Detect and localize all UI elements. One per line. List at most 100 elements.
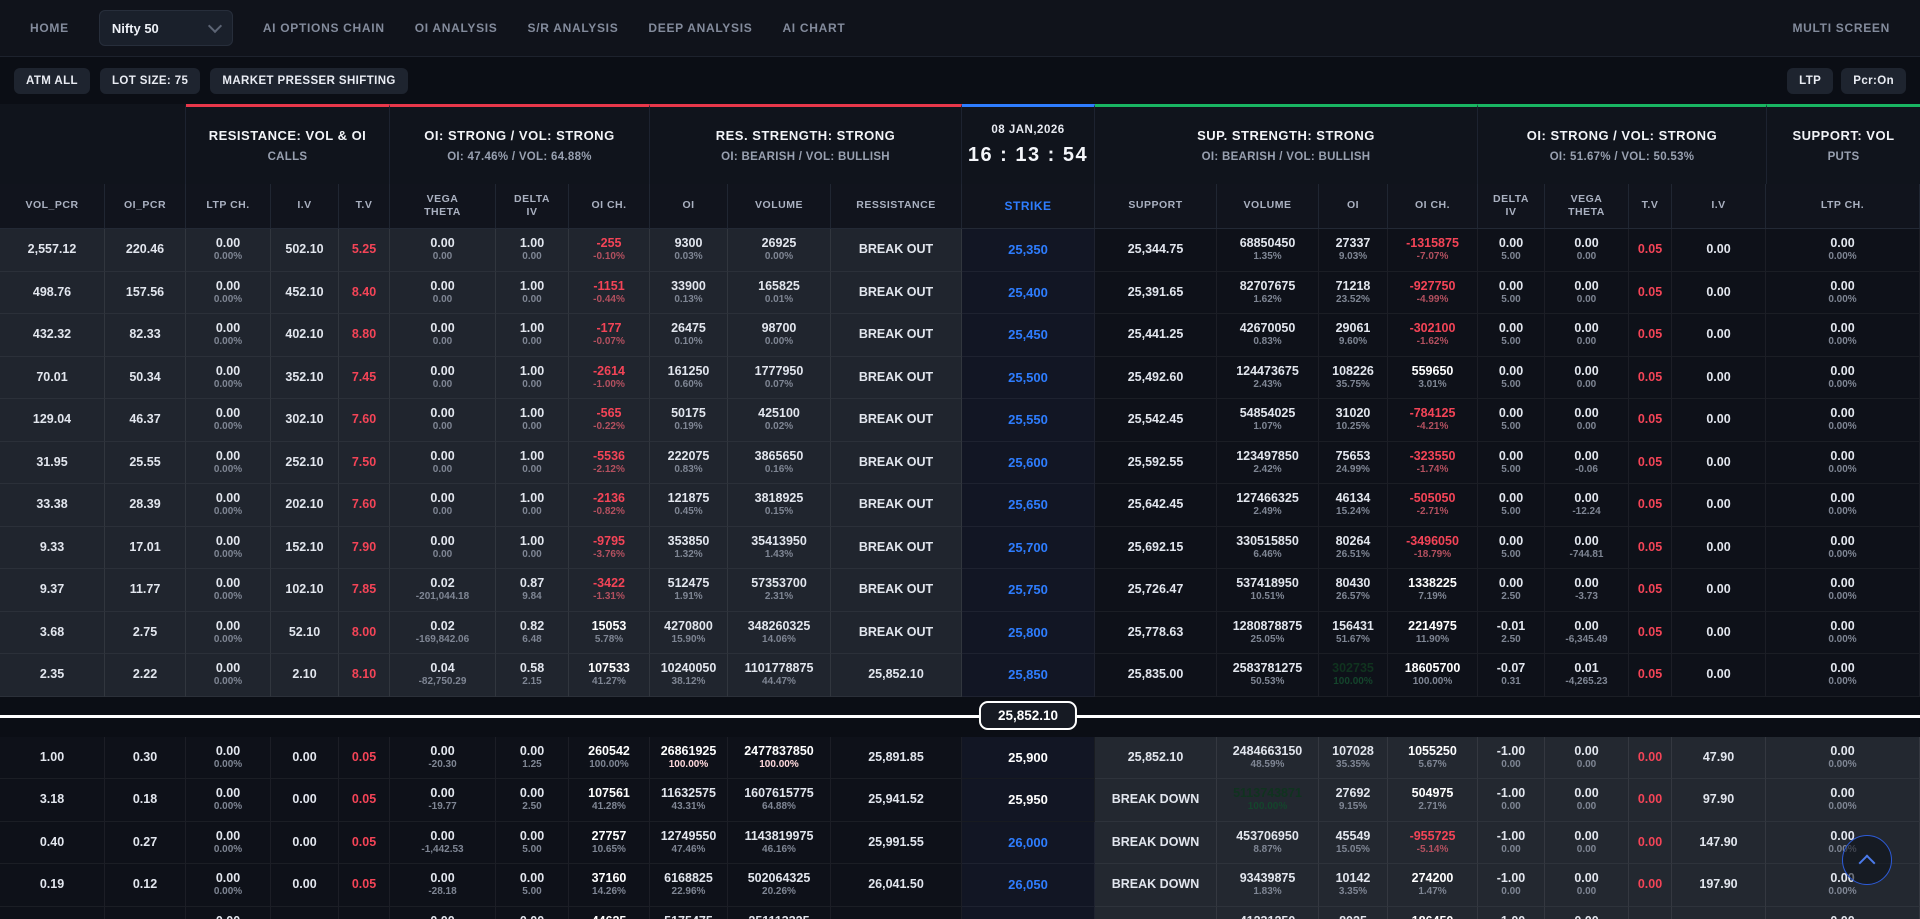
cell-subvalue: 0.00%	[1828, 843, 1857, 855]
cell-strike[interactable]: 25,600	[962, 441, 1095, 484]
cell-value: 2.10	[292, 667, 317, 682]
cell-strike[interactable]: 25,950	[962, 779, 1095, 822]
chip-pcr-on[interactable]: Pcr:On	[1841, 67, 1906, 94]
cell-value: 27337	[1335, 236, 1371, 251]
cell-value: 197.90	[1699, 877, 1738, 892]
nav-item-ai-options-chain[interactable]: AI OPTIONS CHAIN	[262, 21, 385, 35]
cell-delta-iv: 0.00 2.50	[496, 779, 569, 822]
cell-tv: 7.90	[339, 526, 390, 569]
cell-value: 0.00	[430, 406, 455, 421]
date-label: 08 JAN,2026	[991, 124, 1065, 136]
cell-value: 0.00	[1498, 406, 1524, 421]
nav-multi-screen[interactable]: MULTI SCREEN	[1792, 21, 1890, 35]
chip-atm-all[interactable]: ATM ALL	[14, 67, 90, 94]
nav-item-s-r-analysis[interactable]: S/R ANALYSIS	[527, 21, 619, 35]
cell-strike[interactable]: 25,750	[962, 569, 1095, 612]
cell-strike[interactable]: 26,100	[962, 906, 1095, 919]
cell-support: 25,835.00	[1095, 654, 1217, 697]
chip-lot-size-75[interactable]: LOT SIZE: 75	[99, 67, 201, 94]
cell-strike[interactable]: 26,000	[962, 821, 1095, 864]
cell-subvalue: 6.48	[522, 633, 542, 645]
strength-section-6: OI: STRONG / VOL: STRONG OI: 51.67% / VOL…	[1478, 104, 1767, 184]
cell-value: 0.00	[1706, 369, 1731, 384]
cell-tv: 0.05	[1629, 484, 1672, 527]
cell-value: 25,835.00	[1127, 667, 1184, 682]
cell-iv: 0.00	[271, 864, 339, 907]
cell-value: BREAK OUT	[858, 327, 934, 342]
cell-value: 57353700	[751, 576, 807, 591]
cell-value: 0.00	[1706, 284, 1731, 299]
cell-value: 25,991.55	[868, 834, 924, 849]
chip-market-presser-shifting[interactable]: MARKET PRESSER SHIFTING	[210, 67, 408, 94]
section-title: SUPPORT: VOL	[1792, 128, 1895, 143]
cell-value: 0.19	[39, 877, 65, 892]
cell-vega-theta: 0.01 -4,265.23	[1545, 654, 1629, 697]
cell-strike[interactable]: 25,650	[962, 484, 1095, 527]
cell-subvalue: 5.00	[522, 886, 542, 898]
cell-delta-iv: -1.000.00	[1478, 906, 1545, 919]
column-header-resistance: RESSISTANCE	[831, 184, 962, 228]
cell-value: 52.10	[288, 624, 321, 639]
cell-oi: 46134 15.24%	[1319, 484, 1388, 527]
cell-oi: 80264 26.51%	[1319, 526, 1388, 569]
cell-subvalue: 1.07%	[1253, 421, 1282, 433]
scroll-top-button[interactable]	[1842, 835, 1892, 885]
cell-strike[interactable]: 26,050	[962, 864, 1095, 907]
cell-value: 0.00	[1830, 576, 1855, 591]
nav-item-oi-analysis[interactable]: OI ANALYSIS	[414, 21, 498, 35]
cell-vega-theta: 0.00 -19.77	[390, 779, 496, 822]
cell-iv: 0.00	[271, 821, 339, 864]
cell-iv: 0.00	[1672, 441, 1766, 484]
chip-ltp[interactable]: LTP	[1787, 67, 1834, 94]
cell-strike[interactable]: 25,400	[962, 271, 1095, 314]
cell-strike[interactable]: 25,500	[962, 356, 1095, 399]
cell-subvalue: 0.00%	[213, 676, 243, 688]
cell-value: 1607615775	[744, 786, 814, 801]
cell-strike[interactable]: 25,800	[962, 611, 1095, 654]
cell-iv: 0.00	[271, 736, 339, 779]
cell-volume: 57353700 2.31%	[728, 569, 831, 612]
cell-strike[interactable]: 25,550	[962, 399, 1095, 442]
cell-value: 35413950	[751, 533, 807, 548]
cell-value: BREAK OUT	[858, 539, 934, 554]
cell-value: 0.00	[430, 236, 455, 251]
cell-value: 161250	[667, 363, 710, 378]
cell-delta-iv: 1.00 0.00	[496, 526, 569, 569]
cell-value: 0.00	[1830, 828, 1855, 843]
cell-strike[interactable]: 25,450	[962, 314, 1095, 357]
cell-value: 26,041.50	[868, 877, 924, 892]
cell-strike[interactable]: 25,900	[962, 736, 1095, 779]
cell-support: 25,726.47	[1095, 569, 1217, 612]
index-select[interactable]: Nifty 50	[98, 10, 233, 46]
cell-iv: 0.00	[1672, 654, 1766, 697]
cell-iv: 197.90	[1672, 864, 1766, 907]
cell-tv: 8.10	[339, 654, 390, 697]
cell-value: 3818925	[754, 491, 804, 506]
cell-value: 0.05	[1637, 624, 1663, 639]
cell-value: 9300	[674, 236, 703, 251]
cell-strike[interactable]: 25,850	[962, 654, 1095, 697]
cell-oi-pcr: 17.01	[105, 526, 186, 569]
nav-item-deep-analysis[interactable]: DEEP ANALYSIS	[648, 21, 753, 35]
cell-value: 252.10	[285, 454, 324, 469]
cell-strike[interactable]: 25,700	[962, 526, 1095, 569]
cell-value: -5536	[593, 448, 625, 463]
nav-home[interactable]: HOME	[30, 21, 69, 35]
cell-value: BREAK DOWN	[1111, 834, 1200, 849]
cell-subvalue: -4.99%	[1416, 293, 1449, 305]
cell-value: -784125	[1409, 406, 1456, 421]
top-nav: HOME Nifty 50 AI OPTIONS CHAIN OI ANALYSI…	[0, 0, 1920, 57]
cell-strike[interactable]: 25,350	[962, 229, 1095, 272]
nav-item-ai-chart[interactable]: AI CHART	[782, 21, 846, 35]
cell-oi-pcr: 50.34	[105, 356, 186, 399]
cell-resistance: 25,891.85	[831, 736, 962, 779]
cell-oi-ch: 1338225 7.19%	[1388, 569, 1478, 612]
section-subtitle: PUTS	[1827, 151, 1860, 163]
cell-subvalue: 0.83%	[674, 463, 703, 475]
cell-subvalue: 5.00	[1501, 463, 1521, 475]
